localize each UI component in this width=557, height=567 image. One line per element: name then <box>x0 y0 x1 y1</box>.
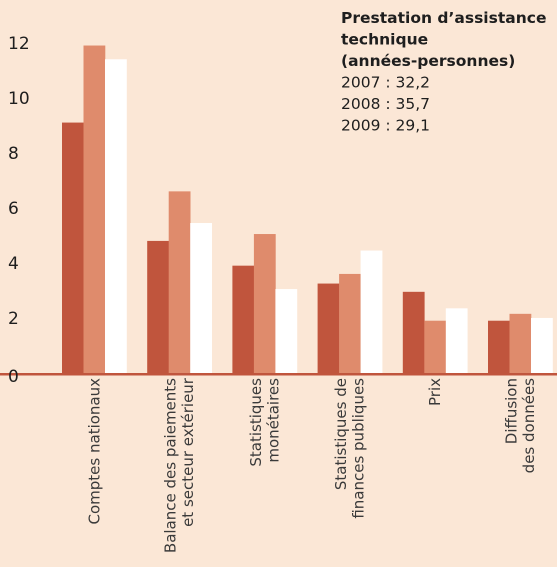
legend-year-value: 2009 : 29,1 <box>341 117 430 135</box>
legend-year-value: 2007 : 32,2 <box>341 74 430 92</box>
x-category-label: Balance des paiements <box>162 378 180 553</box>
legend-title-line: (années-personnes) <box>341 52 515 70</box>
bar-3-2 <box>360 250 383 373</box>
x-category-label: et secteur extérieur <box>179 377 197 527</box>
y-tick-label: 8 <box>8 144 19 164</box>
bar-5-2 <box>531 317 553 373</box>
legend-title-line: technique <box>341 31 428 49</box>
bar-1-0 <box>147 240 169 373</box>
y-tick-label: 2 <box>8 309 19 329</box>
bar-3-0 <box>317 283 340 373</box>
bar-1-1 <box>168 191 191 373</box>
bar-5-0 <box>488 320 510 373</box>
bar-2-1 <box>253 234 276 373</box>
x-axis-baseline <box>0 373 557 376</box>
x-category-label: Prix <box>426 378 444 406</box>
bar-5-1 <box>509 313 532 373</box>
y-tick-label: 0 <box>8 367 19 387</box>
x-category-label: Statistiques de <box>332 378 350 490</box>
y-tick-label: 4 <box>8 254 19 274</box>
y-tick-label: 6 <box>8 199 19 219</box>
bar-0-0 <box>62 122 84 373</box>
x-category-label: Comptes nationaux <box>85 378 103 525</box>
bar-2-2 <box>275 289 298 373</box>
bar-4-1 <box>424 320 447 373</box>
bar-4-0 <box>402 291 425 373</box>
bar-3-1 <box>339 273 361 373</box>
x-category-label: monétaires <box>264 378 282 463</box>
y-tick-label: 12 <box>8 34 30 54</box>
x-category-label: Statistiques <box>247 378 265 467</box>
bar-1-2 <box>190 223 212 373</box>
legend-year-value: 2008 : 35,7 <box>341 95 430 113</box>
bar-2-0 <box>232 265 255 373</box>
y-tick-label: 10 <box>8 89 30 109</box>
legend-title-line: Prestation d’assistance <box>341 9 546 27</box>
bar-0-1 <box>83 45 106 374</box>
bar-0-2 <box>105 59 127 373</box>
x-category-label: des données <box>520 378 538 474</box>
x-category-label: finances publiques <box>350 378 368 519</box>
bar-4-2 <box>445 308 468 373</box>
x-category-label: Diffusion <box>503 378 521 444</box>
